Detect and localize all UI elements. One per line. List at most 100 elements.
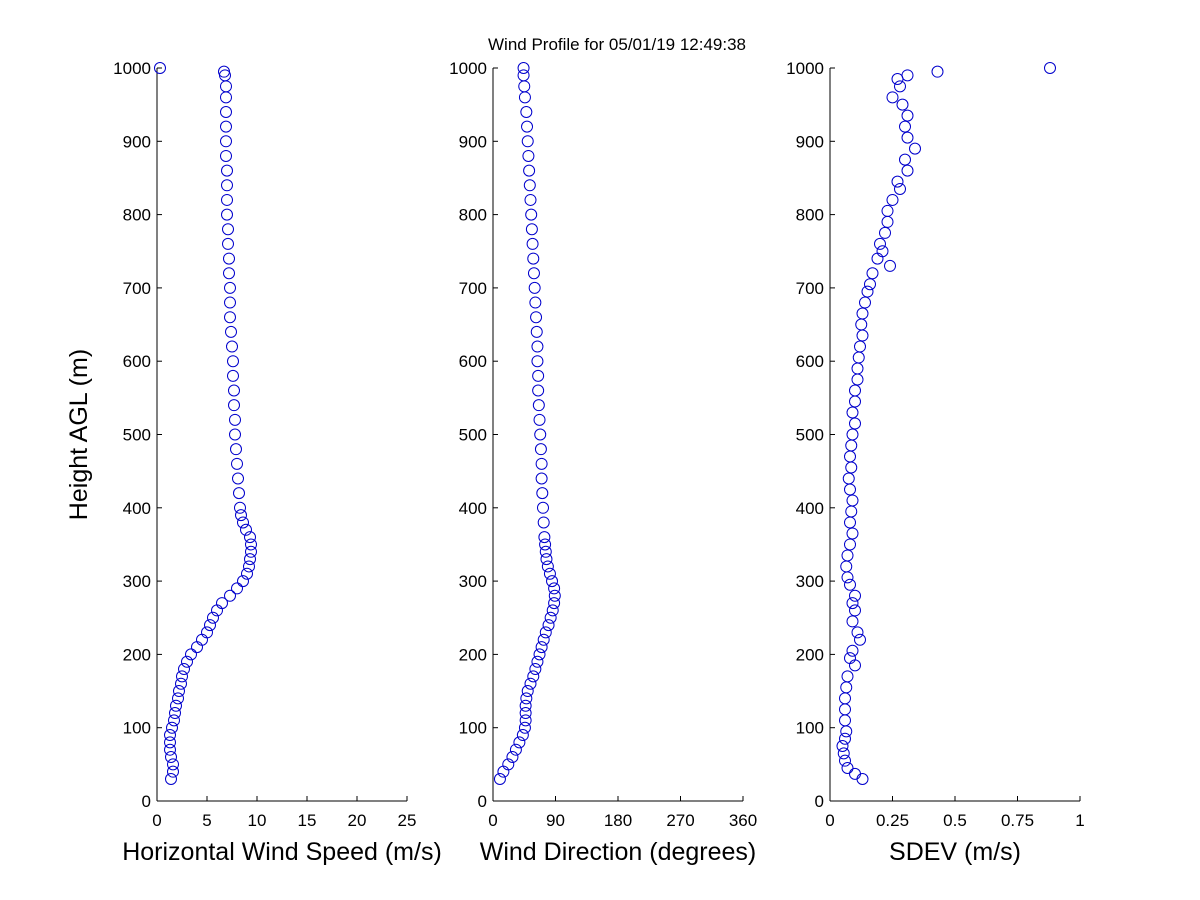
data-point xyxy=(224,589,236,602)
x-tick-label: 360 xyxy=(729,811,757,830)
data-point xyxy=(518,80,531,93)
data-point xyxy=(836,740,849,753)
data-point xyxy=(859,296,871,309)
data-point xyxy=(846,615,859,628)
y-tick-label: 300 xyxy=(796,572,824,591)
y-tick-label: 600 xyxy=(123,352,151,371)
y-tick-label: 500 xyxy=(123,426,151,445)
data-point xyxy=(237,516,249,529)
data-point xyxy=(548,597,561,610)
data-point xyxy=(232,472,244,485)
data-point xyxy=(223,267,235,280)
y-tick-label: 900 xyxy=(123,132,151,151)
data-point xyxy=(856,329,869,342)
data-point xyxy=(231,582,243,595)
data-point xyxy=(227,355,239,368)
data-point xyxy=(164,736,176,749)
data-point xyxy=(1044,62,1056,74)
data-point xyxy=(178,663,190,676)
x-axis-label: SDEV (m/s) xyxy=(889,838,1021,866)
data-point xyxy=(222,237,234,250)
data-point xyxy=(513,736,526,749)
data-point xyxy=(849,767,861,780)
data-point xyxy=(234,501,246,514)
data-point xyxy=(846,428,859,441)
data-point xyxy=(181,655,193,668)
data-point xyxy=(537,501,549,514)
data-point xyxy=(901,164,914,177)
data-point xyxy=(176,670,188,683)
data-point xyxy=(874,237,886,250)
data-series xyxy=(836,62,1056,786)
data-point xyxy=(519,699,532,712)
data-point xyxy=(539,538,552,551)
data-point xyxy=(849,417,861,430)
data-point xyxy=(166,721,178,734)
data-point xyxy=(244,553,256,566)
data-point xyxy=(849,395,861,408)
data-point xyxy=(229,428,241,441)
data-point xyxy=(856,773,869,786)
y-tick-label: 400 xyxy=(459,499,487,518)
data-series xyxy=(493,62,561,786)
y-tick-label: 500 xyxy=(459,426,487,445)
data-point xyxy=(164,743,176,756)
data-point xyxy=(534,428,547,441)
data-point xyxy=(844,483,856,496)
data-point xyxy=(542,619,555,632)
data-point xyxy=(520,692,533,705)
y-tick-label: 800 xyxy=(796,206,824,225)
data-point xyxy=(841,571,854,584)
data-point xyxy=(851,362,864,375)
y-tick-label: 700 xyxy=(459,279,487,298)
data-point xyxy=(521,685,534,698)
data-point xyxy=(541,560,554,573)
data-point xyxy=(532,399,545,412)
data-point xyxy=(846,406,859,419)
chart-panel-speed: 0 100 200 300 400 500 600 700 800 900 1000 0 5 10 15 20… xyxy=(65,59,442,866)
data-point xyxy=(844,450,856,463)
data-point xyxy=(225,325,237,338)
data-point xyxy=(544,611,557,624)
data-point xyxy=(852,351,865,364)
data-point xyxy=(245,538,257,551)
data-point xyxy=(844,538,856,551)
y-tick-label: 600 xyxy=(796,352,824,371)
data-point xyxy=(164,729,176,742)
y-tick-label: 1000 xyxy=(449,59,487,78)
data-point xyxy=(849,604,861,617)
y-tick-label: 400 xyxy=(796,499,824,518)
data-point xyxy=(842,472,855,485)
data-point xyxy=(227,369,239,382)
data-point xyxy=(886,193,899,206)
y-tick-label: 0 xyxy=(815,792,824,811)
data-point xyxy=(876,245,889,258)
data-point xyxy=(520,105,533,118)
data-point xyxy=(226,340,238,353)
y-tick-label: 0 xyxy=(478,792,487,811)
data-point xyxy=(220,105,232,118)
data-point xyxy=(535,641,548,654)
data-point xyxy=(237,575,249,588)
data-point xyxy=(840,725,853,738)
x-tick-label: 15 xyxy=(298,811,317,830)
data-point xyxy=(538,531,551,544)
x-tick-label: 0 xyxy=(488,811,497,830)
data-point xyxy=(517,62,530,74)
data-point xyxy=(196,633,208,646)
data-point xyxy=(221,193,233,206)
data-point xyxy=(165,773,177,786)
y-tick-label: 900 xyxy=(459,132,487,151)
data-point xyxy=(231,457,243,470)
data-point xyxy=(167,758,179,771)
data-point xyxy=(221,179,233,192)
data-point xyxy=(518,721,531,734)
data-point xyxy=(894,182,906,195)
data-point xyxy=(509,743,522,756)
y-tick-label: 100 xyxy=(796,719,824,738)
data-point xyxy=(909,142,921,155)
data-point xyxy=(535,457,548,470)
data-point xyxy=(245,545,257,558)
